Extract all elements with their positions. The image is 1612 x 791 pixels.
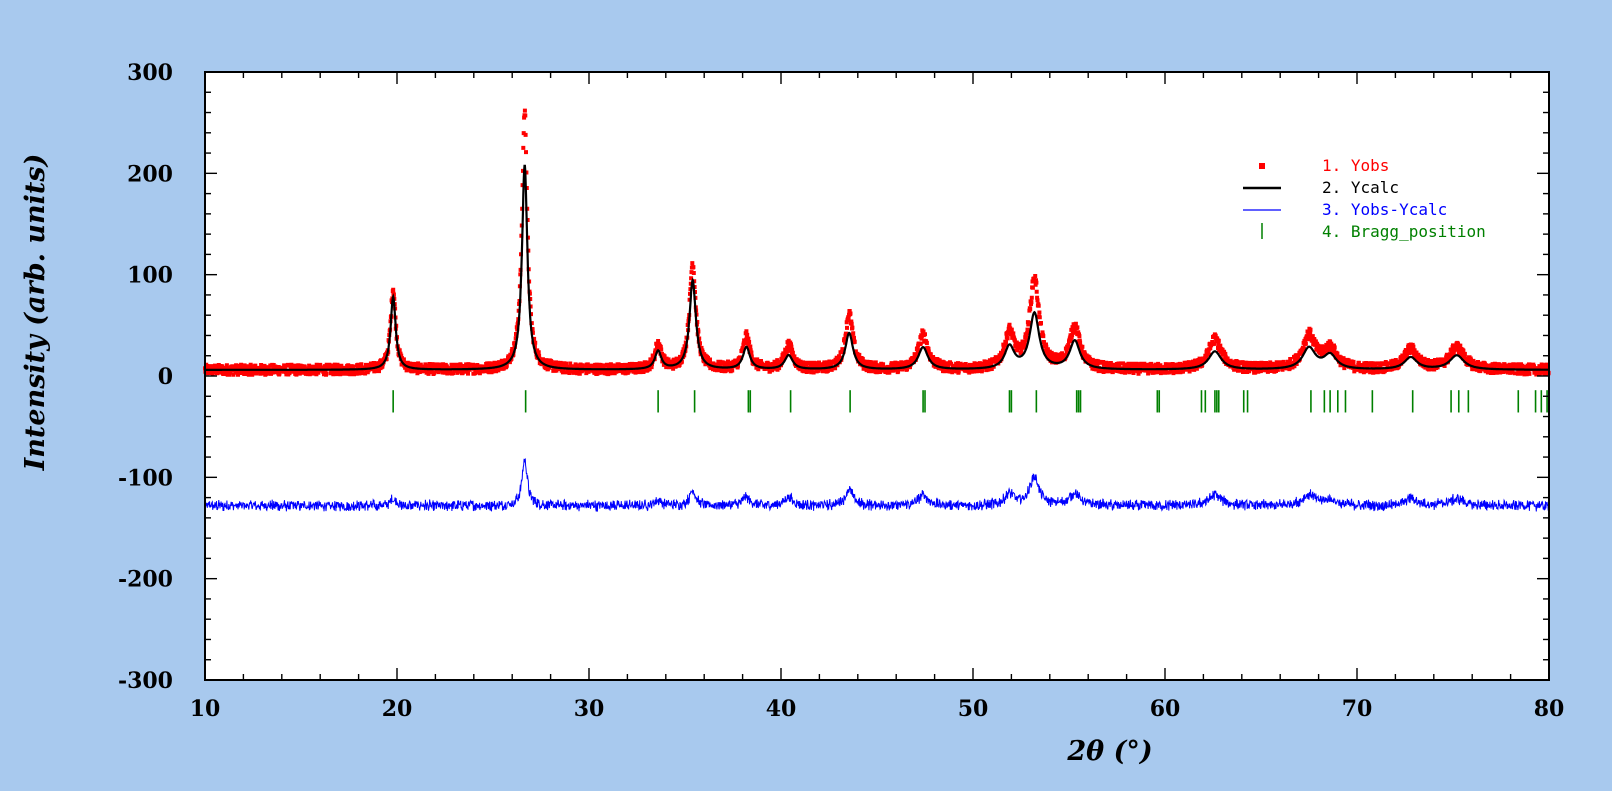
x-axis-title: 2θ (°)	[1066, 736, 1152, 767]
x-tick-label: 10	[190, 696, 221, 722]
x-tick-label: 50	[958, 696, 989, 722]
y-axis-title: Intensity (arb. units)	[20, 154, 51, 472]
legend-swatch	[1259, 163, 1265, 169]
y-tick-label: 100	[127, 263, 173, 289]
bragg-markers	[392, 390, 1548, 413]
y-tick-label: -300	[118, 668, 173, 694]
x-tick-label: 60	[1150, 696, 1181, 722]
x-tick-label: 70	[1342, 696, 1373, 722]
axis-ticks: 10 20 30 40 50 60 70 80 300 200 100 0 -100 -200 -300	[118, 60, 1564, 722]
legend-item: 4. Bragg_position	[1261, 222, 1486, 241]
y-tick-label: 200	[127, 161, 173, 187]
legend-label: 4. Bragg_position	[1322, 222, 1486, 241]
series-yobs	[203, 108, 1551, 377]
x-tick-label: 80	[1534, 696, 1565, 722]
data-layer	[203, 108, 1551, 512]
legend-label: 1. Yobs	[1322, 156, 1389, 175]
x-tick-label: 30	[574, 696, 605, 722]
x-tick-label: 40	[766, 696, 797, 722]
plot-area	[205, 72, 1549, 680]
difference-line	[204, 458, 1550, 512]
y-tick-label: 300	[127, 60, 173, 86]
y-tick-label: 0	[158, 364, 173, 390]
y-tick-label: -200	[118, 567, 173, 593]
yobs-points	[203, 108, 1551, 377]
legend-label: 2. Ycalc	[1322, 178, 1399, 197]
legend-item: 1. Yobs	[1259, 156, 1389, 175]
legend-item: 3. Yobs-Ycalc	[1243, 200, 1447, 219]
legend: 1. Yobs 2. Ycalc 3. Yobs-Ycalc 4. Bragg_pos…	[1243, 156, 1486, 241]
y-tick-label: -100	[118, 465, 173, 491]
legend-item: 2. Ycalc	[1243, 178, 1399, 197]
legend-label: 3. Yobs-Ycalc	[1322, 200, 1447, 219]
x-tick-label: 20	[382, 696, 413, 722]
ycalc-line	[205, 164, 1549, 371]
